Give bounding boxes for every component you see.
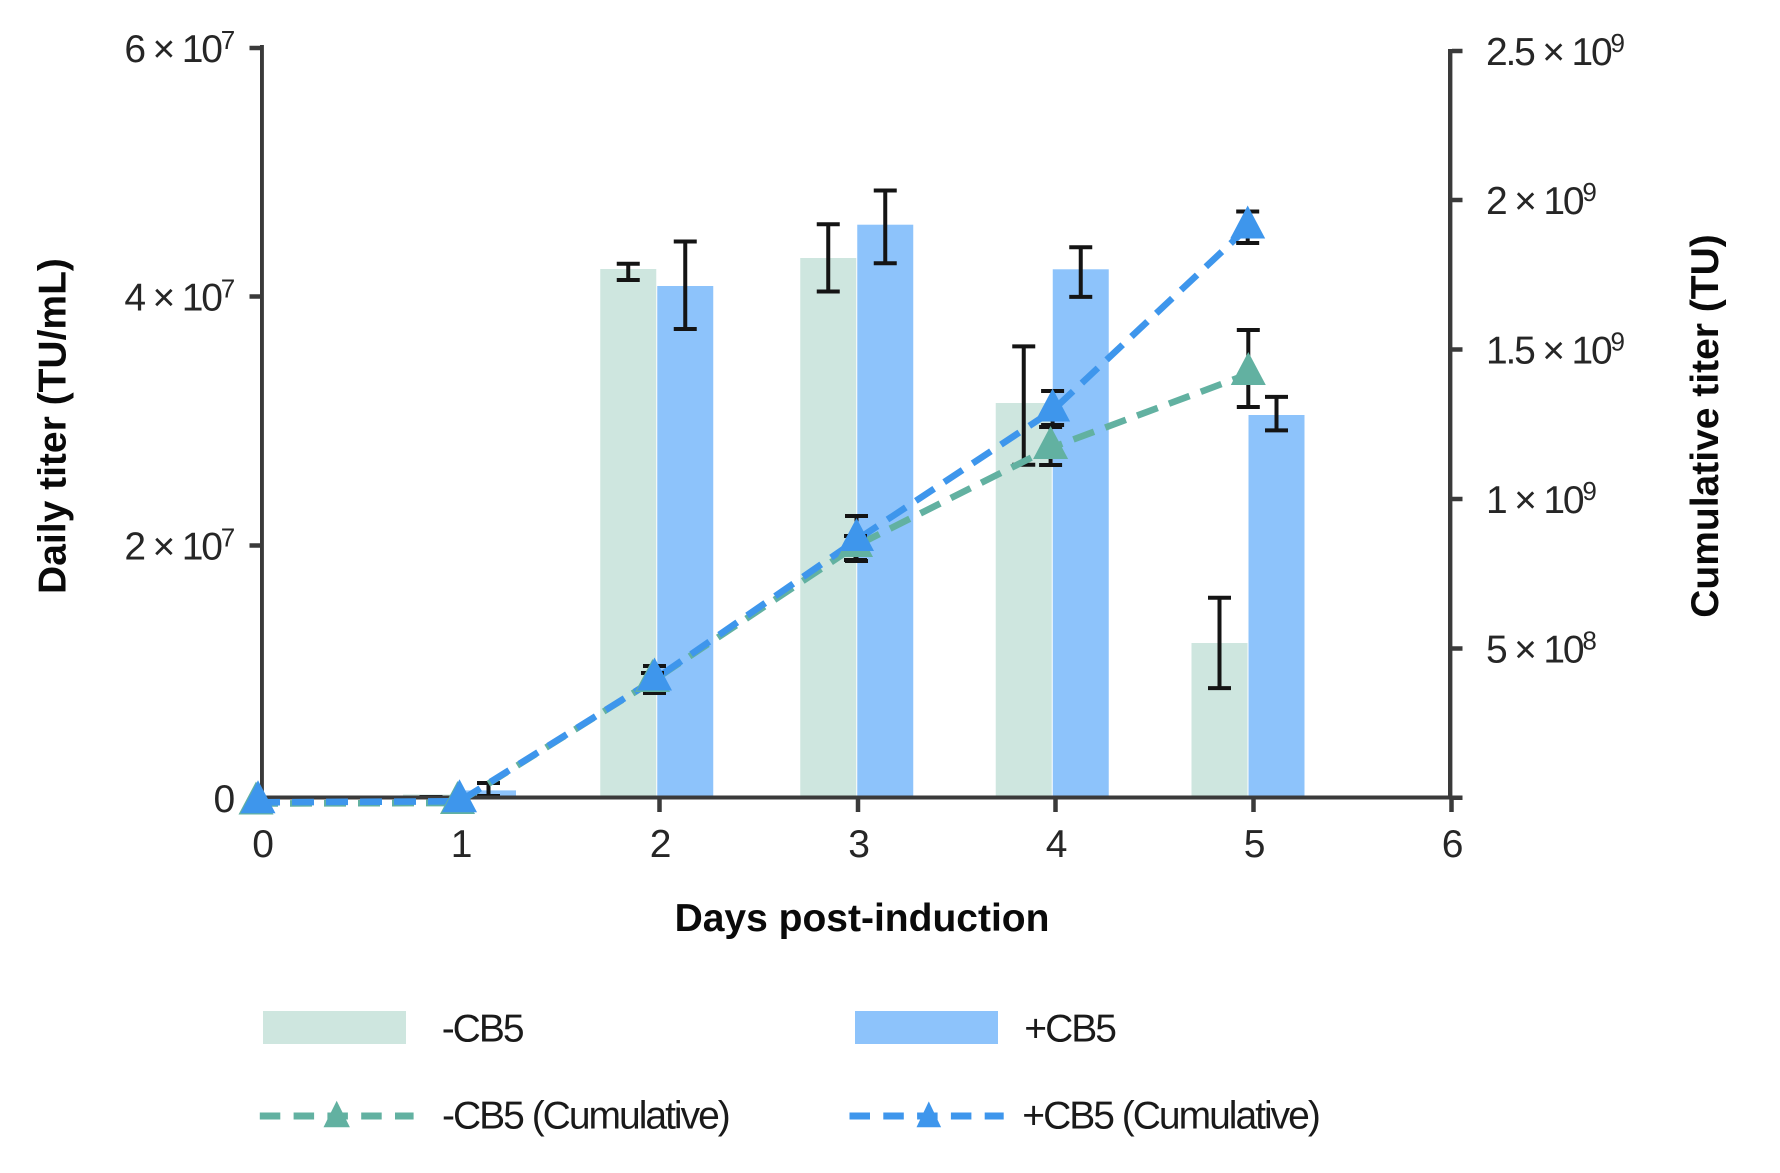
svg-text:5 × 108: 5 × 108 <box>1486 626 1596 672</box>
svg-text:0: 0 <box>252 823 273 866</box>
svg-text:1 × 109: 1 × 109 <box>1486 476 1596 522</box>
svg-text:6 × 107: 6 × 107 <box>124 25 234 71</box>
svg-text:0: 0 <box>214 778 235 821</box>
svg-text:+CB5: +CB5 <box>1024 1008 1116 1051</box>
svg-text:6: 6 <box>1442 823 1462 866</box>
svg-text:2: 2 <box>650 823 670 866</box>
svg-text:1: 1 <box>451 823 471 866</box>
svg-text:5: 5 <box>1244 823 1265 866</box>
svg-text:Cumulative titer (TU): Cumulative titer (TU) <box>1684 234 1727 618</box>
svg-text:Days post-induction: Days post-induction <box>675 897 1050 940</box>
svg-text:2.5 × 109: 2.5 × 109 <box>1486 28 1624 74</box>
svg-text:-CB5: -CB5 <box>442 1008 524 1051</box>
svg-text:1.5 × 109: 1.5 × 109 <box>1486 327 1624 373</box>
svg-text:Daily titer (TU/mL): Daily titer (TU/mL) <box>32 258 75 594</box>
svg-text:+CB5 (Cumulative): +CB5 (Cumulative) <box>1022 1095 1319 1138</box>
svg-text:3: 3 <box>848 823 868 866</box>
svg-text:4: 4 <box>1046 823 1067 866</box>
svg-text:2 × 109: 2 × 109 <box>1486 177 1596 223</box>
svg-text:4 × 107: 4 × 107 <box>124 274 234 320</box>
svg-text:2 × 107: 2 × 107 <box>124 523 234 569</box>
svg-text:-CB5 (Cumulative): -CB5 (Cumulative) <box>442 1095 729 1138</box>
